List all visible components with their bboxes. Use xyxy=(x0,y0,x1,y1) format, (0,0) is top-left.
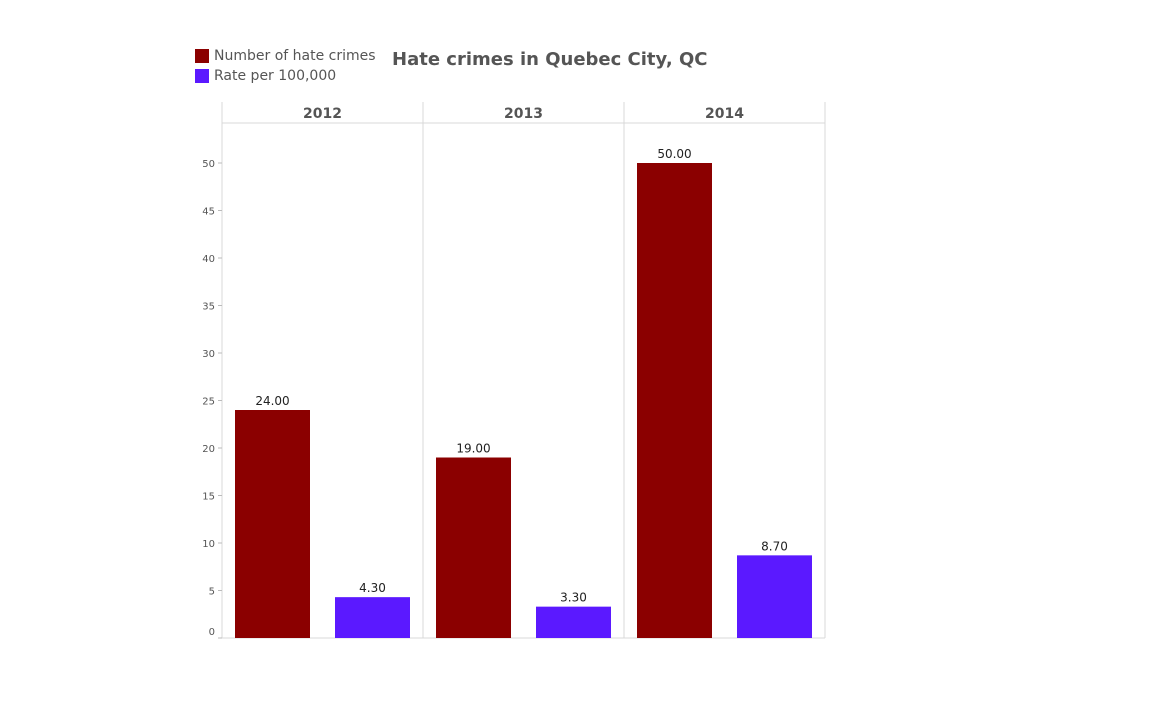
bar-2013-series-2[interactable] xyxy=(536,606,611,638)
panel-label-2013: 2013 xyxy=(504,106,543,122)
legend-label-number-of-hate-crimes: Number of hate crimes xyxy=(214,48,376,64)
panel-label-2014: 2014 xyxy=(705,106,744,122)
y-tick-label: 5 xyxy=(209,587,215,598)
y-tick-label: 45 xyxy=(202,207,215,218)
bar-2013-series-1[interactable] xyxy=(436,457,511,639)
data-label-2012-series-1: 24.00 xyxy=(255,394,289,408)
y-tick-label: 40 xyxy=(202,254,215,265)
y-tick-label: 0 xyxy=(209,627,215,638)
bar-2014-series-2[interactable] xyxy=(737,555,812,638)
data-label-2014-series-2: 8.70 xyxy=(761,539,788,553)
y-tick-label: 25 xyxy=(202,397,215,408)
data-label-2014-series-1: 50.00 xyxy=(657,147,691,161)
legend-item-number-of-hate-crimes[interactable]: Number of hate crimes xyxy=(195,46,376,66)
y-tick-label: 50 xyxy=(202,159,215,170)
legend-swatch-rate-per-100000 xyxy=(195,69,209,83)
bar-2014-series-1[interactable] xyxy=(637,163,712,638)
legend-label-rate-per-100000: Rate per 100,000 xyxy=(214,68,337,84)
bar-2012-series-2[interactable] xyxy=(335,597,410,638)
legend-item-rate-per-100000[interactable]: Rate per 100,000 xyxy=(195,66,376,86)
panel-label-2012: 2012 xyxy=(303,106,342,122)
y-tick-label: 30 xyxy=(202,349,215,360)
y-tick-label: 20 xyxy=(202,444,215,455)
y-tick-label: 10 xyxy=(202,539,215,550)
y-tick-label: 15 xyxy=(202,492,215,503)
data-label-2012-series-2: 4.30 xyxy=(359,581,386,595)
legend: Number of hate crimes Rate per 100,000 xyxy=(195,46,376,86)
data-label-2013-series-2: 3.30 xyxy=(560,591,587,605)
data-label-2013-series-1: 19.00 xyxy=(456,442,490,456)
legend-swatch-number-of-hate-crimes xyxy=(195,49,209,63)
y-tick-label: 35 xyxy=(202,302,215,313)
chart-title: Hate crimes in Quebec City, QC xyxy=(392,49,708,70)
bar-2012-series-1[interactable] xyxy=(235,410,310,638)
